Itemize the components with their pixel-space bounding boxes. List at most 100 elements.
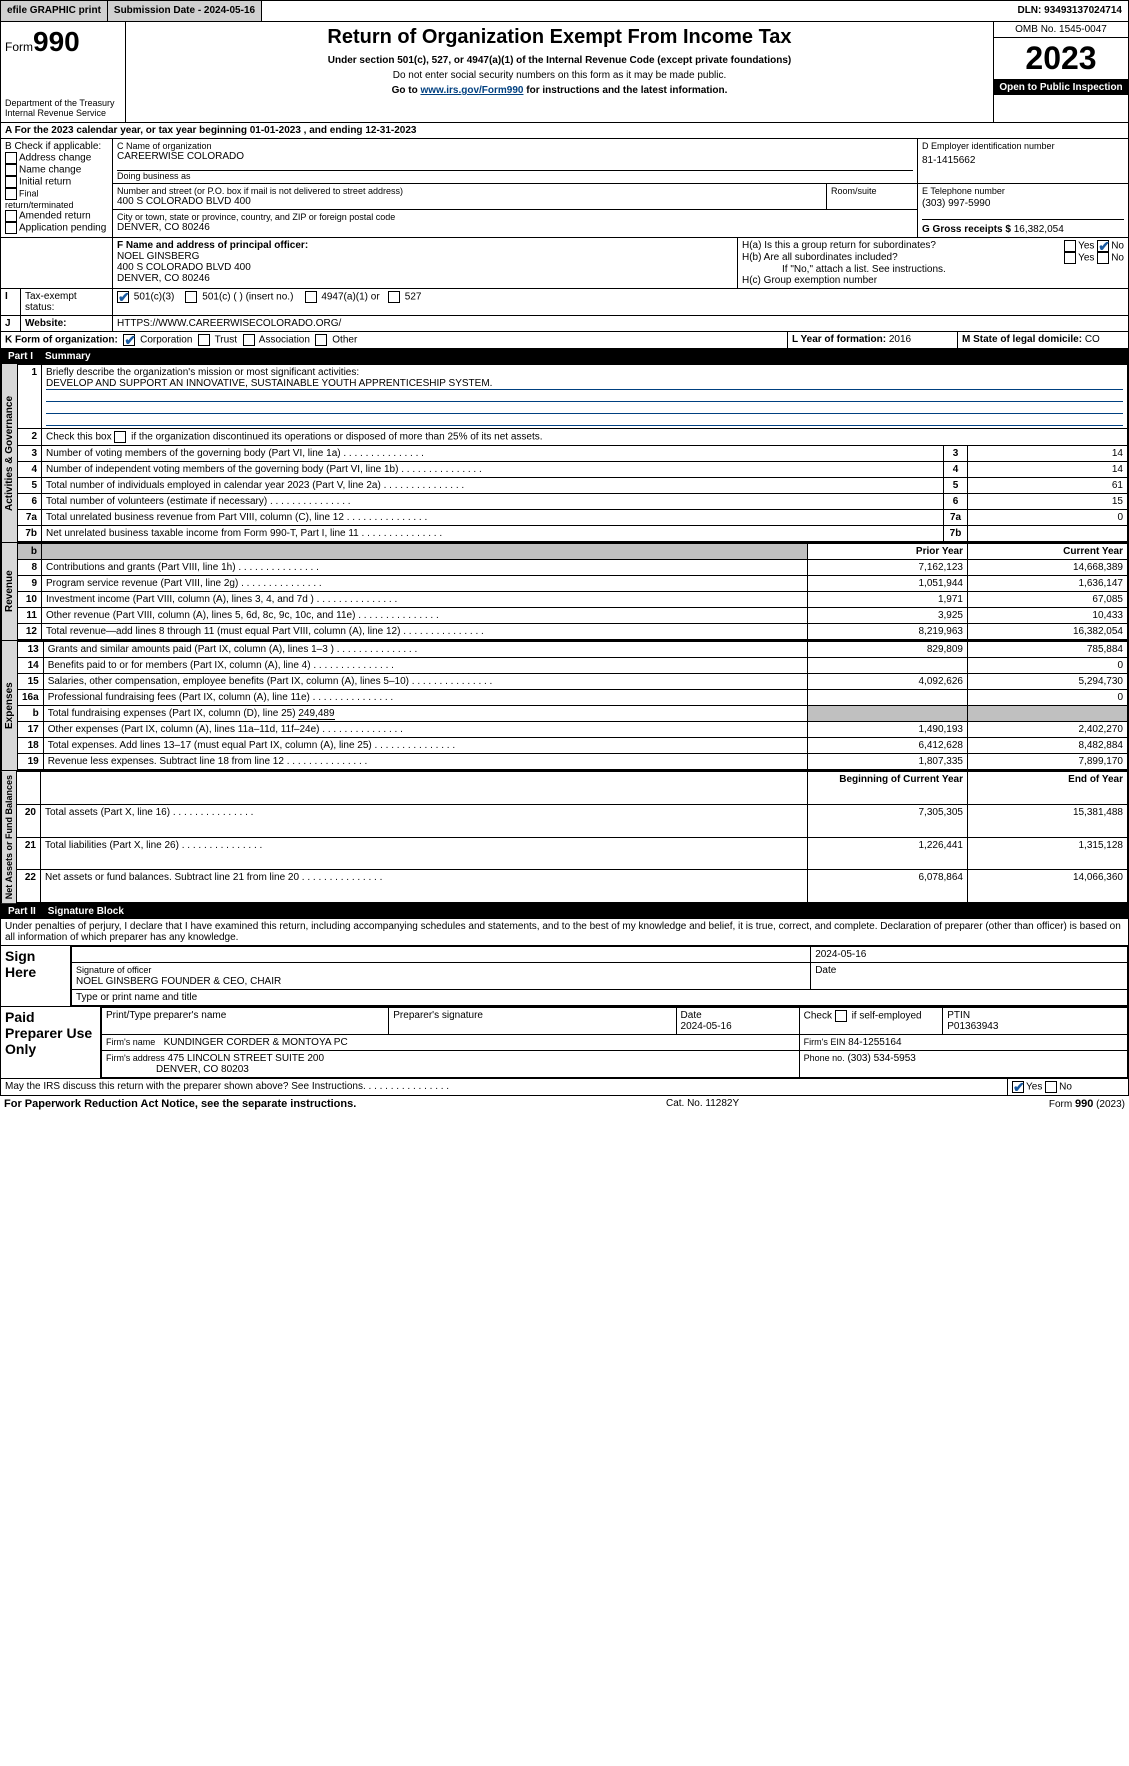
tax-year: 2023 <box>994 38 1128 80</box>
prep-phone: (303) 534-5953 <box>847 1053 915 1064</box>
footer-cat: Cat. No. 11282Y <box>666 1098 739 1110</box>
net-table: Beginning of Current YearEnd of Year 20T… <box>16 771 1128 903</box>
chk-501c3[interactable] <box>117 291 129 303</box>
chk-self-emp[interactable] <box>835 1010 847 1022</box>
l-year: 2016 <box>889 334 911 345</box>
l-label: L Year of formation: <box>792 334 889 345</box>
chk-discontinued[interactable] <box>114 431 126 443</box>
hb-no[interactable] <box>1097 252 1109 264</box>
box-b-title: B Check if applicable: <box>5 141 108 152</box>
sig-officer-name: NOEL GINSBERG FOUNDER & CEO, CHAIR <box>76 976 281 987</box>
prep-addr2: DENVER, CO 80203 <box>156 1064 249 1075</box>
l2-text: Check this box if the organization disco… <box>42 429 1128 446</box>
part2-bar: Part IISignature Block <box>0 904 1129 919</box>
discuss-no[interactable] <box>1045 1081 1057 1093</box>
paid-preparer-label: Paid Preparer Use Only <box>1 1007 101 1078</box>
dln: DLN: 93493137024714 <box>1011 1 1128 21</box>
hdr-begin: Beginning of Current Year <box>808 772 968 805</box>
hb-yes[interactable] <box>1064 252 1076 264</box>
l1-label: Briefly describe the organization's miss… <box>46 367 359 378</box>
c-room-label: Room/suite <box>827 184 917 209</box>
m-state: CO <box>1085 334 1100 345</box>
hdr-curr: Current Year <box>968 544 1128 560</box>
ha-label: H(a) Is this a group return for subordin… <box>742 240 936 252</box>
prep-h2: Preparer's signature <box>389 1008 676 1035</box>
sig-intro: Under penalties of perjury, I declare th… <box>0 919 1129 946</box>
chk-501c[interactable] <box>185 291 197 303</box>
k-label: K Form of organization: <box>5 335 118 346</box>
ha-no[interactable] <box>1097 240 1109 252</box>
chk-name[interactable]: Name change <box>5 164 108 176</box>
prep-ein: 84-1255164 <box>848 1037 901 1048</box>
chk-initial[interactable]: Initial return <box>5 176 108 188</box>
e-phone-label: E Telephone number <box>922 186 1124 196</box>
chk-assoc[interactable] <box>243 334 255 346</box>
sign-here-label: Sign Here <box>1 946 71 1006</box>
subtitle-1: Under section 501(c), 527, or 4947(a)(1)… <box>130 55 989 66</box>
dept-treasury: Department of the Treasury <box>5 98 121 108</box>
vert-governance: Activities & Governance <box>1 364 17 542</box>
sign-date: 2024-05-16 <box>811 947 1128 963</box>
footer: For Paperwork Reduction Act Notice, see … <box>0 1096 1129 1112</box>
c-name-label: C Name of organization <box>117 141 913 151</box>
f-name: NOEL GINSBERG <box>117 251 733 262</box>
c-org-name: CAREERWISE COLORADO <box>117 151 913 162</box>
vert-expenses: Expenses <box>1 641 17 770</box>
dept-irs: Internal Revenue Service <box>5 108 121 118</box>
hc-label: H(c) Group exemption number <box>742 275 1124 286</box>
form-number: Form990 <box>5 26 121 58</box>
e-phone: (303) 997-5990 <box>922 198 1124 209</box>
efile-button[interactable]: efile GRAPHIC print <box>1 1 108 21</box>
vert-revenue: Revenue <box>1 543 17 640</box>
chk-other[interactable] <box>315 334 327 346</box>
c-dba-label: Doing business as <box>117 170 913 181</box>
form-header: Form990 Department of the Treasury Inter… <box>0 22 1129 123</box>
form-title: Return of Organization Exempt From Incom… <box>130 26 989 49</box>
hb-note: If "No," attach a list. See instructions… <box>742 264 1124 275</box>
footer-left: For Paperwork Reduction Act Notice, see … <box>4 1098 356 1110</box>
subtitle-2: Do not enter social security numbers on … <box>130 70 989 81</box>
j-website[interactable]: HTTPS://WWW.CAREERWISECOLORADO.ORG/ <box>113 316 1128 331</box>
i-status-label: Tax-exempt status: <box>21 289 113 315</box>
d-ein-label: D Employer identification number <box>922 141 1124 151</box>
m-label: M State of legal domicile: <box>962 334 1085 345</box>
chk-corp[interactable] <box>123 334 135 346</box>
form990-link[interactable]: www.irs.gov/Form990 <box>420 85 523 96</box>
j-lbl: J <box>1 316 21 331</box>
footer-right: Form 990 (2023) <box>1049 1098 1125 1110</box>
chk-address[interactable]: Address change <box>5 152 108 164</box>
ha-yes[interactable] <box>1064 240 1076 252</box>
chk-amended[interactable]: Amended return <box>5 210 108 222</box>
prep-h1: Print/Type preparer's name <box>102 1008 389 1035</box>
g-receipts: 16,382,054 <box>1014 224 1064 235</box>
chk-527[interactable] <box>388 291 400 303</box>
chk-4947[interactable] <box>305 291 317 303</box>
sig-date-lbl: Date <box>811 963 1128 990</box>
sig-type-lbl: Type or print name and title <box>72 990 1128 1006</box>
sig-officer-lbl: Signature of officer <box>76 965 151 975</box>
line-a: A For the 2023 calendar year, or tax yea… <box>1 123 1128 138</box>
d-ein: 81-1415662 <box>922 155 1124 166</box>
prep-date: 2024-05-16 <box>681 1021 732 1032</box>
l1-mission: DEVELOP AND SUPPORT AN INNOVATIVE, SUSTA… <box>46 378 1123 390</box>
submission-date: Submission Date - 2024-05-16 <box>108 1 262 21</box>
g-receipts-label: G Gross receipts $ <box>922 224 1014 235</box>
subtitle-3: Go to www.irs.gov/Form990 for instructio… <box>130 85 989 96</box>
discuss-yes[interactable] <box>1012 1081 1024 1093</box>
info-block: B Check if applicable: Address change Na… <box>0 139 1129 238</box>
hdr-end: End of Year <box>968 772 1128 805</box>
prep-ptin: P01363943 <box>947 1021 998 1032</box>
vert-net: Net Assets or Fund Balances <box>1 771 16 903</box>
f-addr2: DENVER, CO 80246 <box>117 273 733 284</box>
hb-label: H(b) Are all subordinates included? <box>742 252 898 264</box>
f-addr1: 400 S COLORADO BLVD 400 <box>117 262 733 273</box>
part1-bar: Part ISummary <box>0 349 1129 364</box>
chk-final[interactable]: Final return/terminated <box>5 188 108 210</box>
chk-pending[interactable]: Application pending <box>5 222 108 234</box>
hdr-prior: Prior Year <box>808 544 968 560</box>
discuss-text: May the IRS discuss this return with the… <box>1 1079 1008 1095</box>
expenses-table: 13Grants and similar amounts paid (Part … <box>17 641 1128 770</box>
chk-trust[interactable] <box>198 334 210 346</box>
c-city: DENVER, CO 80246 <box>117 222 913 233</box>
prep-firm: KUNDINGER CORDER & MONTOYA PC <box>164 1037 348 1048</box>
